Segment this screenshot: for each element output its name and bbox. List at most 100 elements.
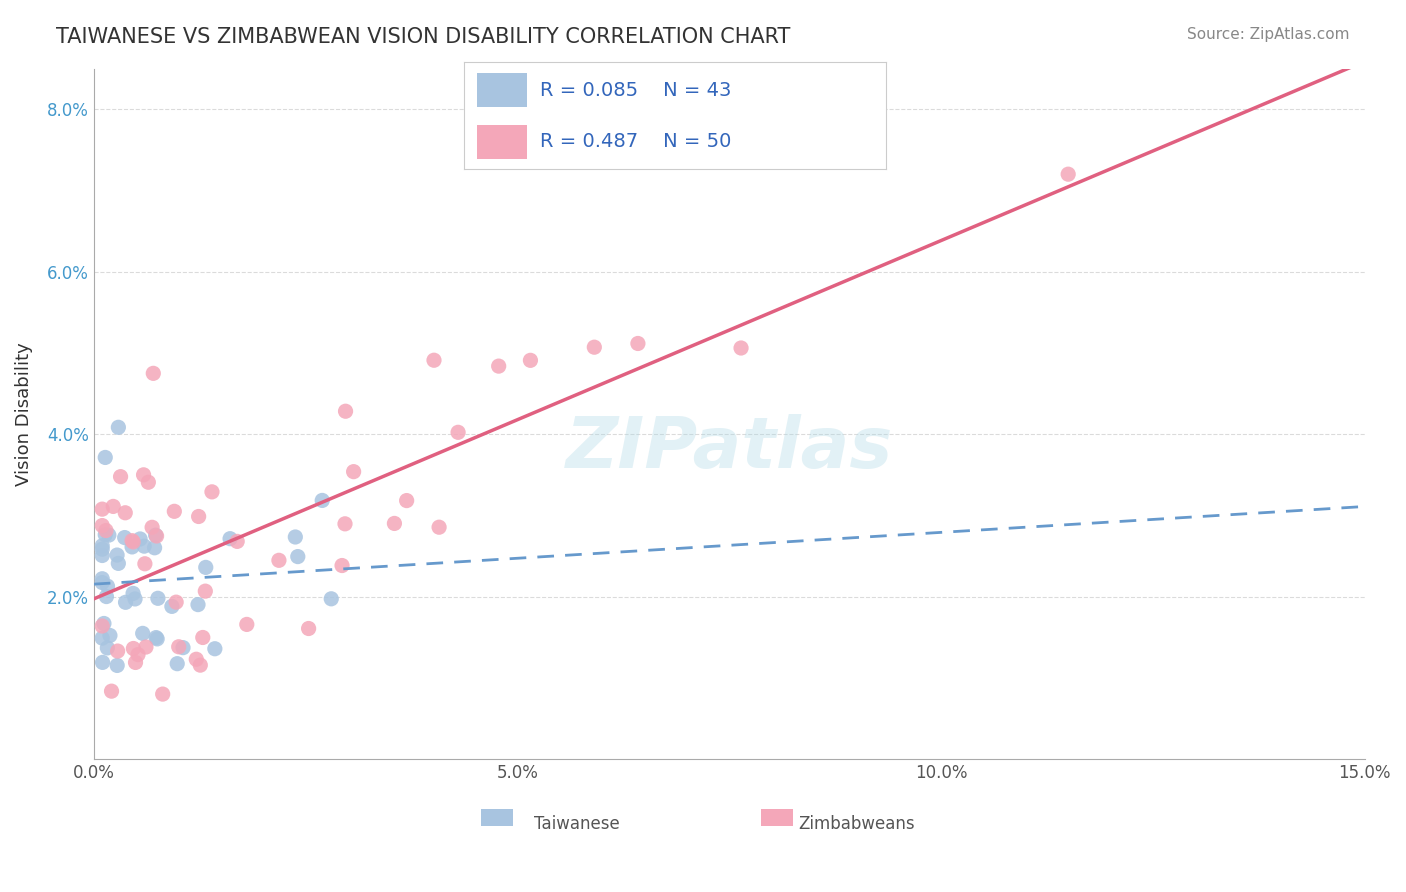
Point	[121, 533, 143, 548]
Point	[287, 549, 309, 564]
Point	[146, 591, 169, 606]
Point	[91, 575, 114, 590]
Point	[134, 557, 156, 571]
Point	[122, 535, 145, 549]
Text: ZIPatlas: ZIPatlas	[565, 414, 893, 483]
Point	[321, 591, 343, 606]
Point	[201, 484, 224, 499]
Y-axis label: Vision Disability: Vision Disability	[15, 343, 32, 486]
Point	[187, 509, 209, 524]
Point	[96, 579, 118, 593]
Point	[160, 599, 183, 614]
Point	[129, 532, 152, 546]
Point	[122, 586, 145, 600]
Point	[166, 657, 188, 671]
Point	[94, 450, 117, 465]
Point	[143, 541, 166, 555]
Point	[384, 516, 406, 531]
Point	[134, 539, 156, 553]
Point	[107, 644, 129, 658]
Point	[132, 467, 155, 482]
Point	[194, 560, 217, 574]
Point	[335, 404, 357, 418]
Point	[730, 341, 752, 355]
Text: Taiwanese: Taiwanese	[534, 814, 620, 833]
Point	[91, 619, 114, 633]
FancyBboxPatch shape	[477, 125, 527, 159]
Point	[191, 631, 214, 645]
Point	[583, 340, 606, 354]
Point	[141, 520, 163, 534]
Text: R = 0.085    N = 43: R = 0.085 N = 43	[540, 81, 731, 100]
Point	[107, 557, 129, 571]
Point	[135, 640, 157, 654]
Point	[447, 425, 470, 440]
Point	[165, 595, 187, 609]
Point	[91, 502, 114, 516]
Point	[330, 558, 353, 573]
Point	[167, 640, 190, 654]
Text: Zimbabweans: Zimbabweans	[799, 814, 915, 833]
Point	[145, 529, 167, 543]
Point	[188, 658, 211, 673]
Point	[127, 648, 149, 662]
Point	[423, 353, 446, 368]
Point	[91, 539, 114, 553]
Point	[142, 367, 165, 381]
Point	[91, 549, 114, 563]
Point	[145, 631, 167, 645]
Point	[110, 469, 132, 483]
Point	[96, 590, 118, 604]
Point	[284, 530, 307, 544]
Point	[121, 540, 143, 554]
Point	[145, 528, 167, 542]
Point	[105, 658, 128, 673]
Point	[94, 524, 117, 538]
Point	[204, 641, 226, 656]
Point	[236, 617, 259, 632]
Point	[91, 542, 114, 557]
Point	[219, 532, 242, 546]
Point	[488, 359, 510, 373]
Point	[114, 595, 136, 609]
Point	[124, 656, 146, 670]
Point	[103, 500, 125, 514]
Point	[91, 656, 114, 670]
Point	[91, 572, 114, 586]
FancyBboxPatch shape	[481, 809, 513, 827]
Point	[114, 506, 136, 520]
Point	[343, 465, 366, 479]
Point	[187, 598, 209, 612]
Point	[124, 591, 146, 606]
Point	[226, 534, 249, 549]
Point	[114, 531, 136, 545]
Point	[146, 632, 169, 646]
Text: TAIWANESE VS ZIMBABWEAN VISION DISABILITY CORRELATION CHART: TAIWANESE VS ZIMBABWEAN VISION DISABILIT…	[56, 27, 790, 46]
Point	[333, 516, 356, 531]
Point	[94, 527, 117, 541]
Point	[427, 520, 450, 534]
Point	[131, 626, 153, 640]
Point	[105, 548, 128, 562]
Point	[122, 641, 145, 656]
Point	[172, 640, 194, 655]
Point	[97, 528, 120, 542]
Point	[194, 584, 217, 599]
Text: Source: ZipAtlas.com: Source: ZipAtlas.com	[1187, 27, 1350, 42]
Point	[311, 493, 333, 508]
Point	[138, 475, 160, 490]
Point	[395, 493, 418, 508]
Point	[1057, 167, 1080, 181]
Point	[297, 622, 319, 636]
Point	[91, 518, 114, 533]
Point	[163, 504, 186, 518]
FancyBboxPatch shape	[761, 809, 793, 827]
Point	[100, 684, 122, 698]
Point	[107, 420, 129, 434]
Point	[519, 353, 541, 368]
FancyBboxPatch shape	[477, 73, 527, 107]
Point	[152, 687, 174, 701]
Point	[186, 652, 208, 666]
Point	[98, 628, 121, 642]
Point	[267, 553, 290, 567]
